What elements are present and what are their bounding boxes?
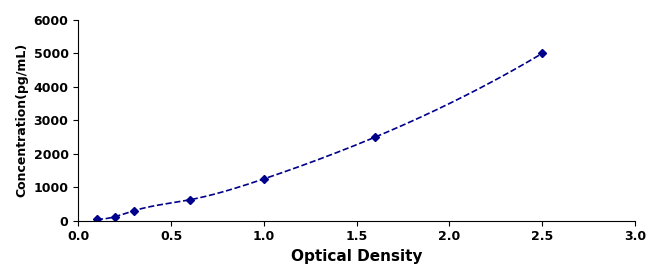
X-axis label: Optical Density: Optical Density: [291, 249, 422, 264]
Y-axis label: Concentration(pg/mL): Concentration(pg/mL): [15, 43, 28, 198]
